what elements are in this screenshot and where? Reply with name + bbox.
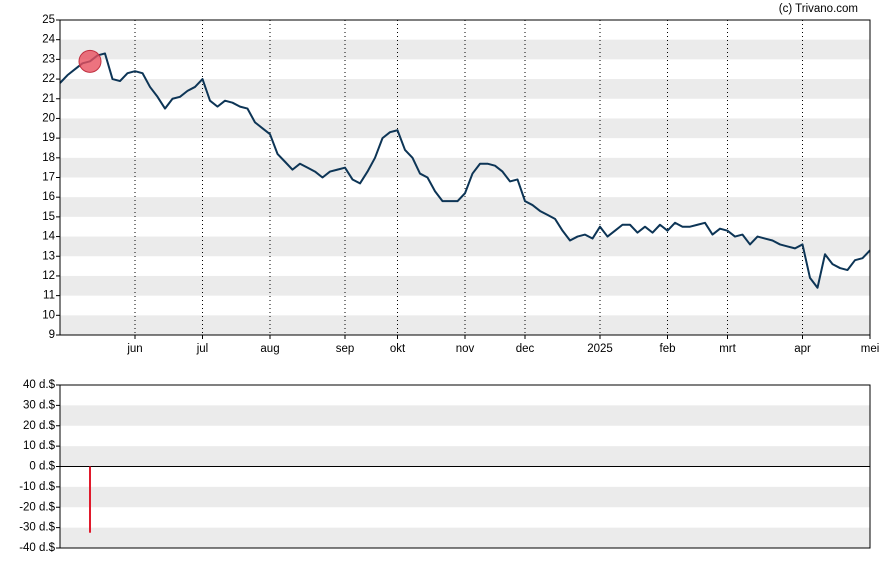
grid-band bbox=[60, 236, 870, 257]
x-tick-label: 2025 bbox=[587, 343, 613, 355]
grid-band bbox=[60, 405, 870, 426]
y-tick-label: 10 d.$ bbox=[23, 440, 56, 452]
x-tick-label: okt bbox=[390, 343, 406, 355]
grid-band bbox=[60, 197, 870, 217]
grid-band bbox=[60, 486, 870, 508]
event-marker bbox=[78, 49, 102, 73]
y-tick-label: 22 bbox=[42, 73, 55, 85]
x-tick-label: nov bbox=[456, 343, 475, 355]
x-tick-label: aug bbox=[260, 343, 279, 355]
x-tick-label: mrt bbox=[719, 343, 736, 355]
y-tick-label: 12 bbox=[42, 270, 55, 282]
x-tick-label: sep bbox=[336, 343, 355, 355]
y-tick-label: 40 d.$ bbox=[23, 379, 56, 391]
price-line bbox=[59, 52, 871, 289]
bar bbox=[89, 466, 91, 533]
y-tick-label: 10 bbox=[42, 309, 55, 321]
y-tick-label: -40 d.$ bbox=[19, 542, 55, 554]
y-tick-label: 20 bbox=[42, 112, 55, 124]
grid-band bbox=[60, 527, 870, 548]
y-tick-label: -10 d.$ bbox=[19, 481, 55, 493]
y-tick-label: 13 bbox=[42, 250, 55, 262]
x-tick-label: dec bbox=[516, 343, 535, 355]
y-tick-label: 18 bbox=[42, 152, 55, 164]
plot-frame bbox=[59, 384, 871, 549]
grid-band bbox=[60, 446, 870, 467]
y-tick-label: 20 d.$ bbox=[23, 420, 56, 432]
x-tick-label: apr bbox=[794, 343, 811, 355]
plot-frame bbox=[59, 19, 871, 336]
y-tick-label: 23 bbox=[42, 53, 55, 65]
y-tick-label: -20 d.$ bbox=[19, 501, 55, 513]
attribution: (c) Trivano.com bbox=[779, 3, 858, 15]
y-tick-label: 19 bbox=[42, 132, 55, 144]
x-tick-label: mei bbox=[861, 343, 880, 355]
y-tick-label: 14 bbox=[42, 231, 55, 243]
y-tick-label: 25 bbox=[42, 14, 55, 26]
y-tick-label: 11 bbox=[43, 290, 55, 302]
y-tick-label: 9 bbox=[49, 329, 55, 341]
y-tick-label: 15 bbox=[42, 211, 55, 223]
y-tick-label: 30 d.$ bbox=[23, 399, 56, 411]
y-tick-label: 21 bbox=[42, 93, 55, 105]
y-tick-label: 24 bbox=[42, 34, 55, 46]
x-tick-label: feb bbox=[660, 343, 676, 355]
y-tick-label: 16 bbox=[42, 191, 55, 203]
y-tick-label: 0 d.$ bbox=[29, 461, 55, 473]
y-tick-label: 17 bbox=[42, 172, 55, 184]
y-tick-label: -30 d.$ bbox=[19, 522, 55, 534]
x-tick-label: jun bbox=[126, 343, 142, 355]
x-tick-label: jul bbox=[196, 343, 209, 355]
